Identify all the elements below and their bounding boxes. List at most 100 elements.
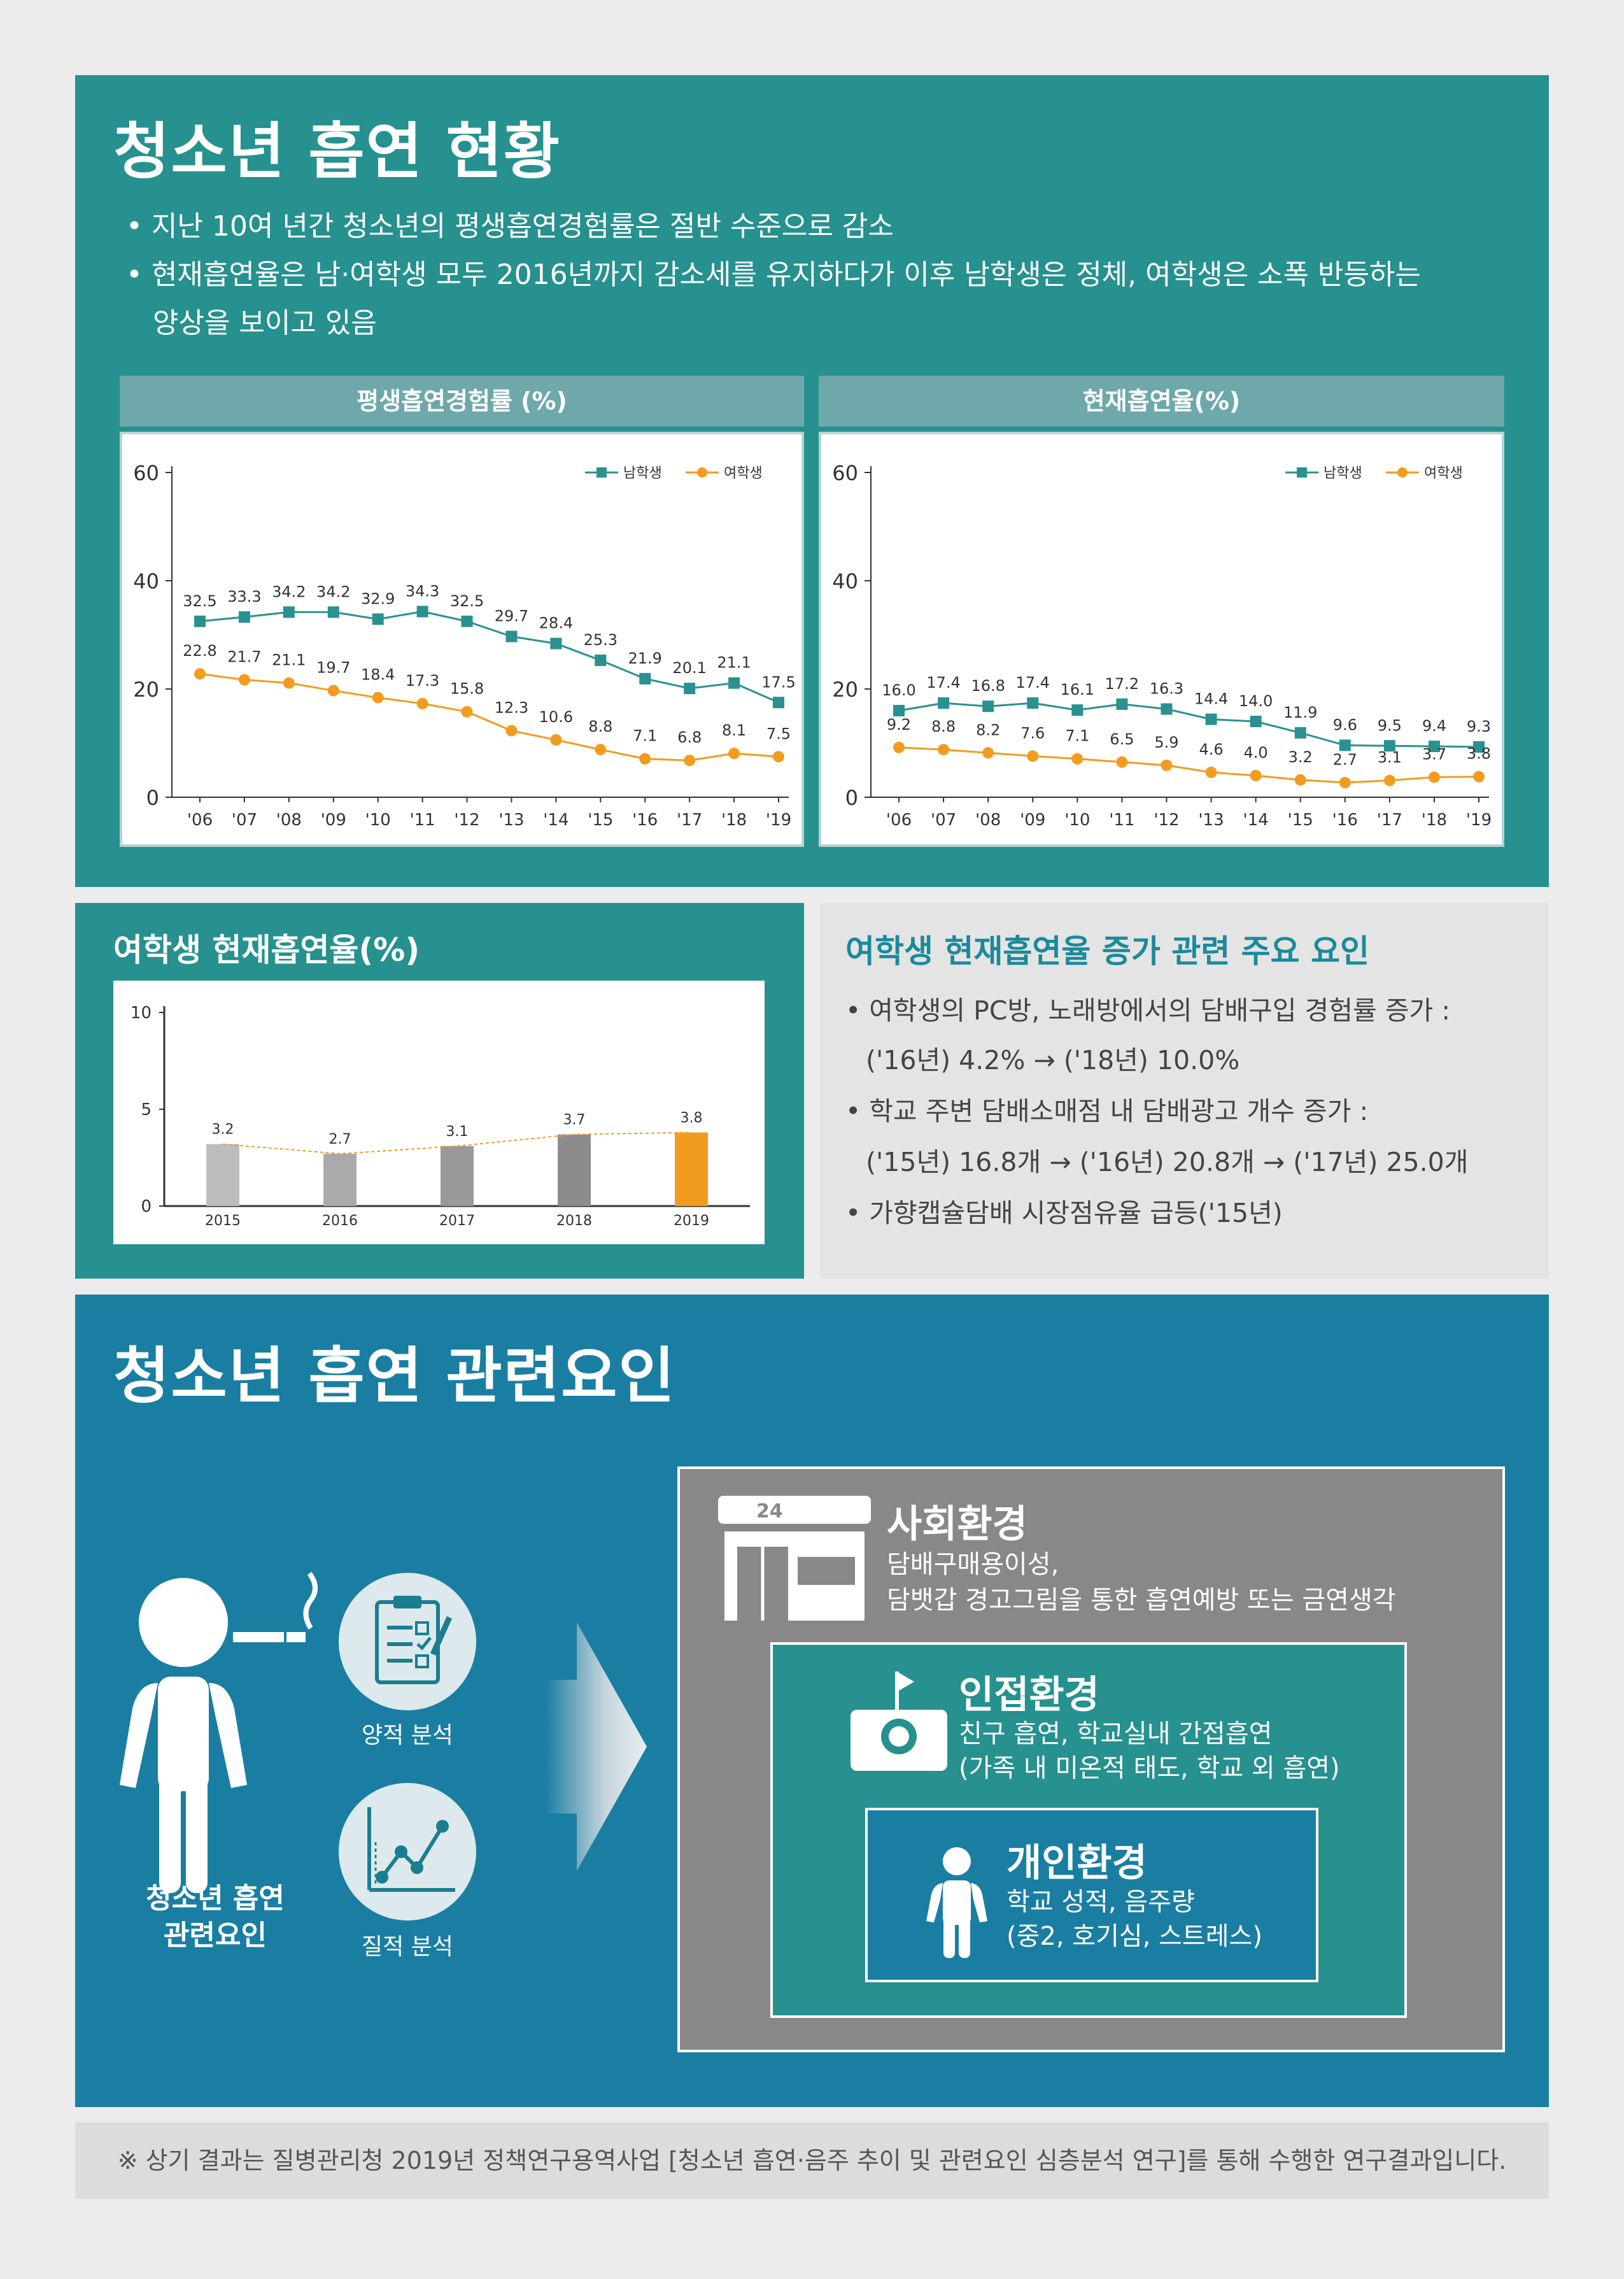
current-smoking-chart: 0 20 40 60 '06 '07 '08 '09 '10 '11 '12 '13 '14 '15 '16… [832, 461, 1492, 830]
data-label: 9.3 [1467, 718, 1491, 735]
x-tick-label: 2015 [205, 1213, 241, 1229]
y-tick-label: 40 [133, 569, 159, 593]
data-label: 8.8 [931, 718, 956, 735]
data-label: 20.1 [672, 659, 706, 677]
chart1-header: 평생흡연경험률 (%) [120, 376, 804, 427]
data-point [595, 654, 607, 666]
x-tick-label: '09 [1020, 811, 1045, 830]
data-point [238, 674, 250, 686]
legend-label: 남학생 [1324, 465, 1362, 481]
data-point [1027, 697, 1039, 709]
y-tick-label: 0 [146, 786, 159, 810]
data-label: 6.8 [677, 728, 702, 746]
factor-line-3: • 학교 주변 담배소매점 내 담배광고 개수 증가 : [845, 1096, 1369, 1126]
data-label: 12.3 [495, 699, 528, 716]
data-point [982, 747, 994, 759]
legend-marker [1297, 467, 1307, 478]
x-tick-label: '18 [1422, 811, 1447, 830]
data-point [1205, 713, 1217, 725]
data-point [416, 697, 428, 709]
y-tick-label: 0 [845, 786, 858, 810]
x-tick-label: '16 [1332, 811, 1358, 830]
section3-title: 청소년 흡연 관련요인 [113, 1340, 676, 1412]
series-line-여학생 [898, 746, 1479, 784]
bar-value-label: 3.8 [681, 1110, 703, 1126]
x-tick-label: '06 [187, 811, 213, 830]
individual-title: 개인환경 [1006, 1841, 1147, 1885]
adjacent-body-2: (가족 내 미온적 태도, 학교 외 흡연) [959, 1754, 1340, 1783]
x-tick-label: '14 [1243, 811, 1268, 830]
data-point [238, 611, 250, 623]
y-tick-label: 40 [832, 569, 858, 593]
data-point [1161, 703, 1173, 715]
data-label: 3.8 [1467, 745, 1491, 763]
bar-value-label: 3.2 [212, 1122, 234, 1138]
data-label: 34.2 [316, 583, 350, 600]
data-point [1339, 739, 1351, 751]
legend-marker [1397, 467, 1408, 478]
legend-marker [697, 467, 707, 478]
data-label: 21.1 [717, 654, 751, 672]
x-tick-label: 2017 [439, 1213, 475, 1229]
x-tick-label: '17 [1377, 811, 1402, 830]
x-tick-label: '13 [498, 811, 524, 830]
data-point [1027, 750, 1039, 762]
adjacent-environment-box: 인접환경 친구 흡연, 학교실내 간접흡연 (가족 내 미온적 태도, 학교 외… [770, 1642, 1407, 2018]
trend-line [222, 1132, 692, 1154]
data-label: 15.8 [450, 680, 484, 698]
x-tick-label: '09 [321, 811, 346, 830]
data-point [1473, 741, 1485, 753]
data-label: 17.4 [1016, 674, 1050, 692]
quant-label: 양적 분석 [362, 1722, 453, 1749]
data-point [728, 748, 740, 760]
data-label: 32.9 [361, 590, 395, 607]
data-label: 4.6 [1199, 741, 1223, 758]
data-point [982, 700, 994, 713]
data-point [684, 683, 696, 695]
data-point [1250, 716, 1262, 727]
girls-chart-title: 여학생 현재흡연율(%) [113, 932, 420, 969]
x-tick-label: '07 [232, 811, 257, 830]
data-label: 32.5 [183, 592, 216, 610]
data-label: 16.3 [1150, 679, 1183, 697]
x-tick-label: '15 [588, 811, 613, 830]
legend-label: 여학생 [724, 465, 763, 481]
data-label: 9.6 [1333, 716, 1357, 734]
legend-label: 남학생 [623, 465, 662, 481]
bar [206, 1144, 239, 1206]
school-icon [851, 1672, 947, 1771]
data-point [283, 677, 295, 689]
section-title: 청소년 흡연 현황 [113, 116, 561, 187]
x-tick-label: 2016 [322, 1213, 358, 1229]
data-point [639, 672, 651, 685]
legend-marker [597, 467, 607, 478]
data-label: 5.9 [1154, 734, 1178, 751]
data-label: 14.0 [1239, 692, 1273, 710]
data-label: 9.5 [1378, 716, 1402, 734]
series-line-남학생 [199, 610, 779, 704]
y-tick-label: 10 [131, 1004, 152, 1023]
data-point [194, 615, 206, 627]
data-label: 4.0 [1244, 744, 1268, 762]
legend-label: 여학생 [1424, 465, 1463, 481]
data-point [1339, 777, 1351, 789]
data-label: 8.1 [722, 721, 746, 739]
x-tick-label: '12 [1154, 811, 1179, 830]
data-point [1428, 771, 1440, 783]
person-label: 청소년 흡연 관련요인 [120, 1880, 311, 1954]
person-icon [926, 1847, 987, 1958]
x-tick-label: 2018 [556, 1213, 592, 1229]
bar [323, 1153, 357, 1206]
y-tick-label: 20 [133, 678, 159, 702]
data-point [550, 637, 562, 650]
data-label: 7.6 [1020, 724, 1045, 742]
data-point [416, 606, 428, 618]
x-tick-label: '14 [543, 811, 568, 830]
data-point [893, 741, 905, 753]
series-line-여학생 [199, 672, 779, 762]
x-tick-label: 2019 [674, 1213, 709, 1229]
x-tick-label: '10 [1064, 811, 1090, 830]
related-factors-section: 청소년 흡연 관련요인 청소년 흡연 관련요인 양적 분석 [75, 1295, 1549, 2107]
data-point [1071, 704, 1084, 716]
y-tick-label: 20 [832, 678, 858, 702]
